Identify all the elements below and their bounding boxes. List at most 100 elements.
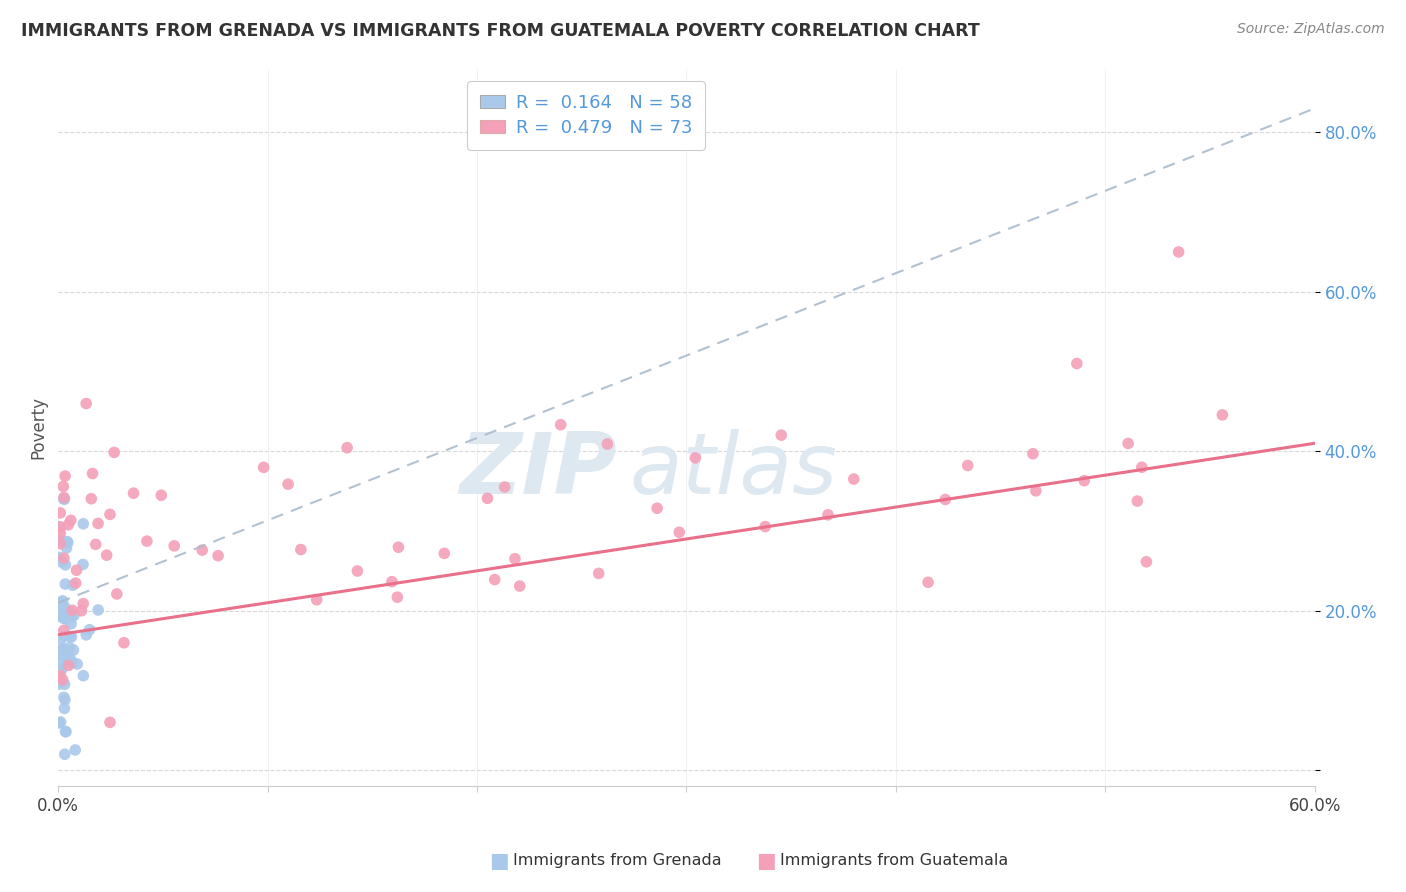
Point	[135, 534, 157, 549]
Point	[55, 541, 77, 555]
Point	[191, 543, 214, 558]
Point	[105, 587, 128, 601]
Point	[49, 506, 72, 520]
Point	[1167, 244, 1189, 259]
Point	[433, 546, 456, 560]
Point	[66, 657, 89, 671]
Point	[56, 534, 79, 549]
Point	[150, 488, 173, 502]
Point	[75, 628, 97, 642]
Point	[346, 564, 368, 578]
Point	[934, 492, 956, 507]
Point	[59, 640, 82, 655]
Point	[59, 513, 82, 527]
Point	[52, 624, 75, 638]
Point	[103, 445, 125, 459]
Point	[336, 441, 359, 455]
Point	[477, 491, 499, 506]
Point	[51, 596, 73, 610]
Point	[48, 715, 70, 730]
Point	[55, 558, 77, 572]
Point	[387, 590, 409, 604]
Point	[122, 486, 145, 500]
Text: IMMIGRANTS FROM GRENADA VS IMMIGRANTS FROM GUATEMALA POVERTY CORRELATION CHART: IMMIGRANTS FROM GRENADA VS IMMIGRANTS FR…	[21, 22, 980, 40]
Point	[503, 551, 526, 566]
Point	[305, 592, 328, 607]
Point	[917, 575, 939, 590]
Point	[48, 533, 70, 547]
Point	[163, 539, 186, 553]
Point	[1135, 555, 1157, 569]
Point	[58, 658, 80, 673]
Point	[49, 669, 72, 683]
Point	[60, 630, 83, 644]
Point	[80, 491, 103, 506]
Point	[49, 632, 72, 646]
Point	[754, 519, 776, 533]
Point	[588, 566, 610, 581]
Point	[253, 460, 276, 475]
Point	[55, 612, 77, 626]
Point	[98, 715, 121, 730]
Point	[550, 417, 572, 432]
Y-axis label: Poverty: Poverty	[30, 396, 46, 458]
Point	[53, 611, 76, 625]
Point	[48, 677, 70, 691]
Point	[53, 677, 76, 691]
Text: Immigrants from Grenada: Immigrants from Grenada	[513, 854, 721, 868]
Point	[381, 574, 404, 589]
Point	[53, 492, 76, 507]
Point	[65, 576, 87, 591]
Point	[52, 594, 75, 608]
Point	[52, 648, 75, 663]
Point	[55, 724, 77, 739]
Point	[51, 644, 73, 658]
Point	[60, 616, 83, 631]
Point	[72, 597, 94, 611]
Point	[52, 690, 75, 705]
Point	[596, 437, 619, 451]
Point	[1116, 436, 1139, 450]
Point	[52, 492, 75, 507]
Point	[685, 450, 707, 465]
Point	[494, 480, 516, 494]
Point	[817, 508, 839, 522]
Point	[72, 516, 94, 531]
Point	[1025, 483, 1047, 498]
Point	[49, 714, 72, 729]
Point	[51, 555, 73, 569]
Point	[52, 551, 75, 566]
Point	[53, 577, 76, 591]
Point	[87, 516, 110, 531]
Point	[98, 508, 121, 522]
Text: ■: ■	[756, 851, 776, 871]
Point	[277, 477, 299, 491]
Point	[1130, 460, 1153, 475]
Point	[645, 501, 668, 516]
Point	[49, 661, 72, 675]
Legend: R =  0.164   N = 58, R =  0.479   N = 73: R = 0.164 N = 58, R = 0.479 N = 73	[467, 81, 704, 150]
Point	[1211, 408, 1233, 422]
Point	[75, 396, 97, 410]
Point	[87, 603, 110, 617]
Point	[52, 642, 75, 657]
Point	[112, 636, 135, 650]
Point	[82, 467, 104, 481]
Point	[668, 525, 690, 540]
Point	[79, 623, 101, 637]
Point	[72, 669, 94, 683]
Point	[1022, 447, 1045, 461]
Text: ■: ■	[489, 851, 509, 871]
Point	[60, 610, 83, 624]
Point	[770, 428, 793, 442]
Point	[1073, 474, 1095, 488]
Point	[58, 517, 80, 532]
Point	[62, 578, 84, 592]
Point	[53, 692, 76, 706]
Point	[53, 629, 76, 643]
Point	[48, 519, 70, 533]
Point	[65, 743, 87, 757]
Text: ZIP: ZIP	[460, 429, 617, 512]
Point	[96, 548, 118, 562]
Point	[70, 604, 93, 618]
